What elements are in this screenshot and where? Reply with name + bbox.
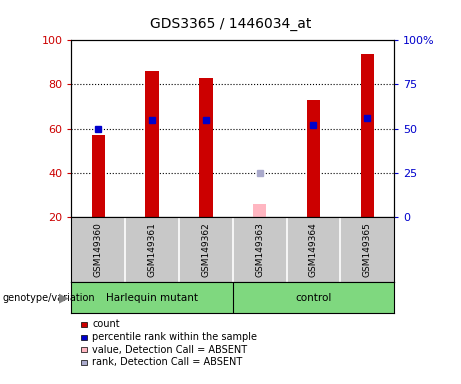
- Text: value, Detection Call = ABSENT: value, Detection Call = ABSENT: [92, 345, 247, 355]
- Text: ▶: ▶: [59, 291, 68, 304]
- Text: rank, Detection Call = ABSENT: rank, Detection Call = ABSENT: [92, 358, 242, 367]
- Text: GSM149365: GSM149365: [363, 222, 372, 277]
- Text: GDS3365 / 1446034_at: GDS3365 / 1446034_at: [150, 17, 311, 31]
- Text: percentile rank within the sample: percentile rank within the sample: [92, 332, 257, 342]
- Bar: [145, 71, 159, 217]
- Text: GSM149360: GSM149360: [94, 222, 103, 277]
- Text: GSM149362: GSM149362: [201, 222, 210, 277]
- Bar: [71, 282, 233, 313]
- Bar: [361, 53, 374, 217]
- Text: count: count: [92, 319, 120, 329]
- Bar: [253, 204, 266, 217]
- Text: GSM149363: GSM149363: [255, 222, 264, 277]
- Bar: [199, 78, 213, 217]
- Text: Harlequin mutant: Harlequin mutant: [106, 293, 198, 303]
- Text: GSM149361: GSM149361: [148, 222, 157, 277]
- Bar: [92, 135, 105, 217]
- Bar: [307, 100, 320, 217]
- Text: GSM149364: GSM149364: [309, 222, 318, 277]
- Bar: [233, 282, 394, 313]
- Text: control: control: [296, 293, 331, 303]
- Text: genotype/variation: genotype/variation: [2, 293, 95, 303]
